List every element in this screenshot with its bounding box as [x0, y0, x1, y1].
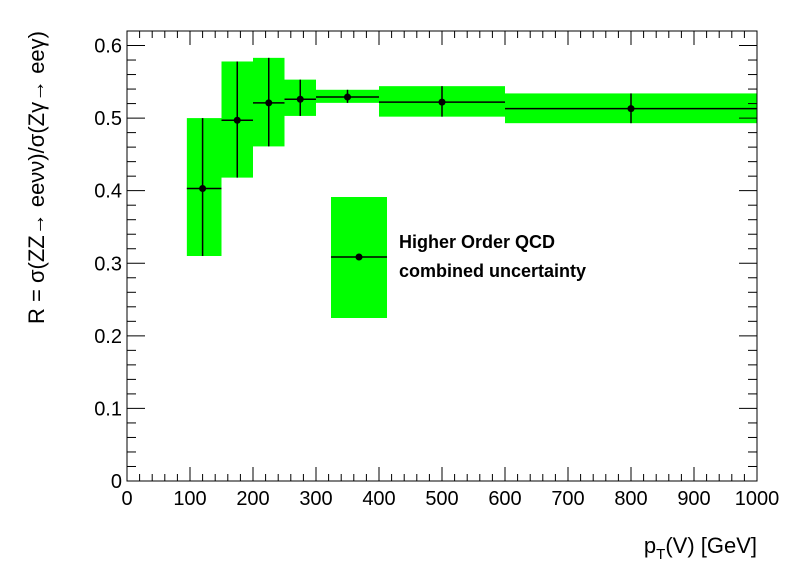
x-tick-label: 200 — [236, 488, 269, 510]
y-tick-label: 0.1 — [94, 398, 122, 420]
x-tick-label: 1000 — [735, 488, 780, 510]
y-tick-label: 0.5 — [94, 108, 122, 130]
data-point-3 — [296, 95, 304, 103]
data-point-1 — [233, 116, 241, 124]
data-point-2 — [265, 99, 273, 107]
legend-marker-point — [355, 253, 363, 261]
x-axis-title-rest: (V) [GeV] — [665, 533, 757, 558]
data-point-5 — [438, 98, 446, 106]
y-axis-ticks: 0 0.1 0.2 0.3 0.4 0.5 0.6 — [94, 30, 757, 493]
x-tick-label: 800 — [614, 488, 647, 510]
x-axis-ticks: 0 100 200 300 400 500 600 700 800 900 1000 — [121, 31, 779, 510]
legend: Higher Order QCD combined uncertainty — [331, 197, 586, 318]
legend-label-line: Higher Order QCD — [399, 232, 555, 252]
x-tick-label: 700 — [551, 488, 584, 510]
data-markers — [186, 57, 757, 256]
data-point-4 — [344, 93, 351, 101]
x-axis-title-subscript: T — [656, 546, 665, 563]
x-tick-label: 600 — [488, 488, 521, 510]
x-tick-label: 300 — [299, 488, 332, 510]
y-tick-label: 0 — [111, 471, 122, 493]
x-axis-title: pT(V) [GeV] — [644, 533, 757, 563]
x-tick-label: 0 — [121, 488, 132, 510]
y-tick-label: 0.3 — [94, 253, 122, 275]
x-tick-label: 400 — [362, 488, 395, 510]
uncertainty-bands — [186, 57, 757, 256]
legend-label-line: combined uncertainty — [399, 261, 586, 281]
y-axis-title: R = σ(ZZ→ eeνν)/σ(Zγ→ eeγ) — [24, 31, 49, 324]
data-point-6 — [627, 105, 635, 113]
y-tick-label: 0.6 — [94, 36, 122, 58]
x-axis-title-main: p — [644, 533, 656, 558]
data-point-0 — [199, 185, 207, 192]
y-tick-label: 0.4 — [94, 181, 122, 203]
x-tick-label: 100 — [173, 488, 206, 510]
x-tick-label: 500 — [425, 488, 458, 510]
y-tick-label: 0.2 — [94, 326, 122, 348]
x-tick-label: 900 — [677, 488, 710, 510]
